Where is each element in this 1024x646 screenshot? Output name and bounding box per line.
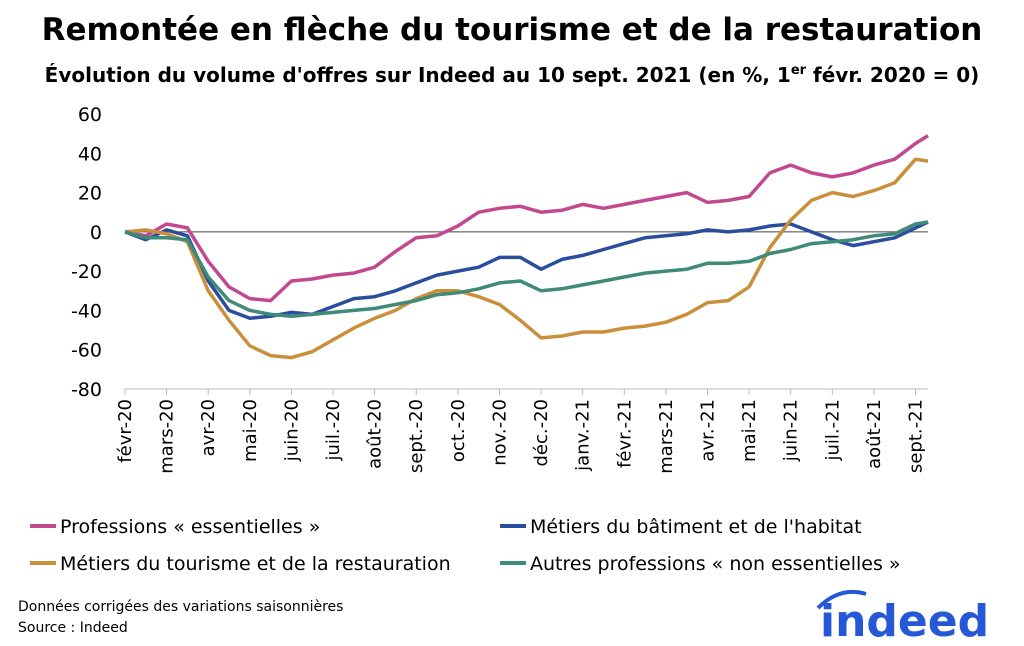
y-tick-label: -60 <box>71 340 102 362</box>
y-tick-label: -80 <box>71 379 102 401</box>
legend-label: Métiers du tourisme et de la restauratio… <box>60 553 451 575</box>
x-tick-label: juin-20 <box>281 399 302 462</box>
series-line <box>124 134 929 303</box>
x-tick-label: janv.-21 <box>573 399 594 472</box>
legend-label: Métiers du bâtiment et de l'habitat <box>530 516 862 538</box>
x-tick-label: mai-20 <box>240 399 261 462</box>
series-line <box>124 220 929 319</box>
x-tick-label: juil.-20 <box>323 399 344 462</box>
y-tick-label: 40 <box>78 143 102 165</box>
note: Données corrigées des variations saisonn… <box>18 599 343 615</box>
x-tick-label: oct.-20 <box>448 399 469 462</box>
x-tick-label: août-20 <box>365 399 386 469</box>
chart-title: Remontée en flèche du tourisme et de la … <box>42 12 983 48</box>
y-tick-label: 0 <box>90 222 102 244</box>
series-line <box>124 157 929 360</box>
x-tick-label: avr-20 <box>198 399 219 456</box>
x-tick-label: avr.-21 <box>697 399 718 462</box>
subtitle-sup: er <box>791 63 807 78</box>
x-tick-label: févr.-21 <box>614 399 635 468</box>
y-tick-label: -20 <box>71 261 102 283</box>
subtitle-part: Évolution du volume d'offres sur Indeed … <box>45 63 791 87</box>
x-tick-label: mai-21 <box>739 399 760 462</box>
y-tick-label: -40 <box>71 300 102 322</box>
x-tick-label: août-21 <box>864 399 885 469</box>
x-tick-label: sept.-20 <box>406 399 427 473</box>
subtitle-part: févr. 2020 = 0) <box>806 63 979 87</box>
chart-subtitle: Évolution du volume d'offres sur Indeed … <box>45 63 980 87</box>
x-tick-label: juil.-21 <box>822 399 843 462</box>
legend-label: Professions « essentielles » <box>60 516 320 538</box>
x-tick-label: sept.-21 <box>906 399 927 473</box>
legend-label: Autres professions « non essentielles » <box>530 553 901 575</box>
x-tick-label: juin-21 <box>781 399 802 462</box>
x-tick-label: nov.-20 <box>489 399 510 466</box>
x-tick-label: févr-20 <box>115 399 136 463</box>
y-tick-label: 60 <box>78 104 102 126</box>
note: Source : Indeed <box>18 620 128 636</box>
logo-arc <box>816 589 867 610</box>
y-tick-label: 20 <box>78 183 102 205</box>
logo: indeed <box>820 596 989 646</box>
x-tick-label: mars-21 <box>656 399 677 474</box>
x-tick-label: déc.-20 <box>531 399 552 467</box>
series-line <box>124 220 929 321</box>
x-tick-label: mars-20 <box>157 399 178 474</box>
